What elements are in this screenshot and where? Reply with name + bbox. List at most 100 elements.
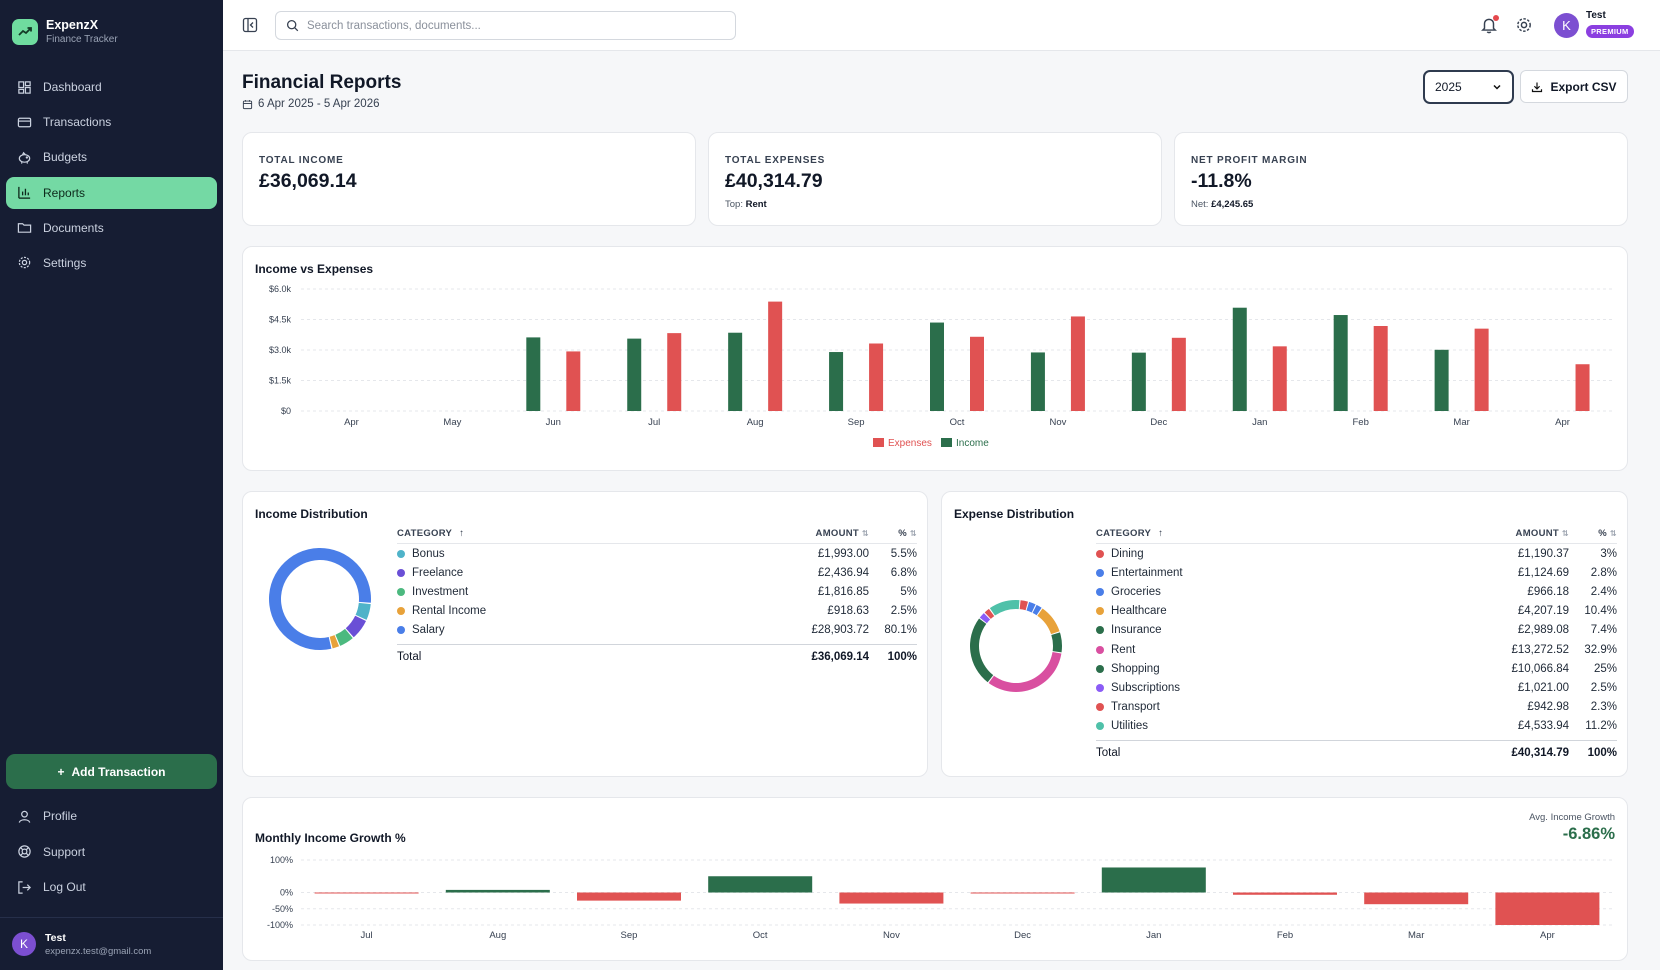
sidebar-item-settings[interactable]: Settings	[6, 247, 217, 279]
sidebar-toggle-icon[interactable]	[242, 17, 258, 33]
sidebar-item-reports[interactable]: Reports	[6, 176, 217, 209]
color-dot	[1096, 722, 1104, 731]
sidebar-user[interactable]: K Test expenzx.test@gmail.com	[0, 917, 223, 970]
expense-bar[interactable]	[869, 343, 884, 411]
sidebar-item-support[interactable]: Support	[6, 836, 217, 868]
income-bar[interactable]	[728, 332, 743, 411]
growth-bar[interactable]	[708, 876, 813, 893]
growth-bar[interactable]	[839, 892, 944, 904]
percent-cell: 6.8%	[890, 566, 917, 579]
donut-slice[interactable]	[335, 628, 353, 646]
column-percent[interactable]: % ⇅	[1598, 528, 1617, 539]
export-csv-button[interactable]: Export CSV	[1520, 70, 1628, 103]
donut-slice[interactable]	[345, 615, 367, 638]
income-bar[interactable]	[829, 352, 844, 411]
table-row[interactable]: Insurance £2,989.08 7.4%	[1096, 621, 1617, 640]
search-input[interactable]	[307, 19, 727, 32]
table-total-row: Total £40,314.79 100%	[1096, 739, 1617, 766]
bell-icon[interactable]	[1480, 16, 1498, 34]
donut-slice[interactable]	[1032, 604, 1042, 616]
add-transaction-button[interactable]: + Add Transaction	[6, 754, 217, 789]
income-bar[interactable]	[1232, 307, 1247, 411]
income-bar[interactable]	[1333, 315, 1348, 411]
table-row[interactable]: Shopping £10,066.84 25%	[1096, 659, 1617, 678]
table-row[interactable]: Dining £1,190.37 3%	[1096, 544, 1617, 563]
table-row[interactable]: Bonus £1,993.00 5.5%	[397, 544, 917, 563]
sidebar-item-dashboard[interactable]: Dashboard	[6, 71, 217, 103]
legend-label-income[interactable]: Income	[956, 438, 989, 449]
growth-bar[interactable]	[1101, 867, 1206, 893]
sidebar-item-documents[interactable]: Documents	[6, 212, 217, 244]
column-amount[interactable]: AMOUNT ⇅	[815, 528, 869, 539]
column-percent[interactable]: % ⇅	[898, 528, 917, 539]
expense-bar[interactable]	[566, 351, 581, 411]
table-row[interactable]: Utilities £4,533.94 11.2%	[1096, 717, 1617, 736]
table-row[interactable]: Transport £942.98 2.3%	[1096, 698, 1617, 717]
donut-slice[interactable]	[970, 618, 994, 683]
dashboard-icon	[18, 80, 31, 94]
expense-bar[interactable]	[1171, 337, 1186, 411]
sidebar-item-transactions[interactable]: Transactions	[6, 106, 217, 138]
sidebar-item-logout[interactable]: Log Out	[6, 871, 217, 903]
column-category[interactable]: CATEGORY ↑	[397, 528, 465, 539]
settings-gear-icon[interactable]	[1515, 16, 1533, 34]
table-row[interactable]: Rent £13,272.52 32.9%	[1096, 640, 1617, 659]
table-row[interactable]: Entertainment £1,124.69 2.8%	[1096, 563, 1617, 582]
color-dot	[397, 587, 405, 596]
x-tick-label: Feb	[1353, 417, 1369, 428]
total-amount: £40,314.79	[1511, 747, 1569, 760]
column-category[interactable]: CATEGORY ↑	[1096, 528, 1164, 539]
sidebar-item-profile[interactable]: Profile	[6, 800, 217, 832]
expense-bar[interactable]	[1575, 364, 1590, 411]
income-bar[interactable]	[526, 337, 541, 411]
stat-label: TOTAL EXPENSES	[725, 155, 826, 166]
legend-label-expenses[interactable]: Expenses	[888, 438, 932, 449]
growth-bar[interactable]	[970, 892, 1075, 894]
table-row[interactable]: Healthcare £4,207.19 10.4%	[1096, 602, 1617, 621]
growth-bar[interactable]	[1364, 892, 1469, 905]
income-bar[interactable]	[1131, 352, 1146, 411]
donut-slice[interactable]	[989, 600, 1020, 616]
donut-slice[interactable]	[355, 602, 371, 620]
table-row[interactable]: Subscriptions £1,021.00 2.5%	[1096, 678, 1617, 697]
year-select[interactable]: 2025	[1423, 70, 1514, 104]
donut-slice[interactable]	[329, 635, 340, 649]
expense-bar[interactable]	[1474, 328, 1489, 411]
expense-bar[interactable]	[768, 301, 783, 411]
donut-slice[interactable]	[1019, 600, 1028, 611]
growth-bar[interactable]	[445, 889, 550, 893]
growth-bar[interactable]	[1233, 892, 1337, 895]
expense-bar[interactable]	[970, 336, 984, 411]
donut-slice[interactable]	[1051, 632, 1062, 653]
column-amount[interactable]: AMOUNT ⇅	[1515, 528, 1569, 539]
top-user[interactable]: Test PREMIUM	[1586, 10, 1634, 39]
brand-subtitle: Finance Tracker	[46, 34, 118, 45]
donut-slice[interactable]	[1037, 608, 1060, 635]
donut-slice[interactable]	[979, 613, 991, 624]
income-bar[interactable]	[930, 322, 944, 411]
growth-bar[interactable]	[314, 892, 419, 894]
donut-slice[interactable]	[984, 608, 995, 619]
table-row[interactable]: Salary £28,903.72 80.1%	[397, 621, 917, 640]
table-row[interactable]: Investment £1,816.85 5%	[397, 582, 917, 601]
income-distribution-title: Income Distribution	[255, 507, 368, 521]
table-row[interactable]: Freelance £2,436.94 6.8%	[397, 563, 917, 582]
expense-bar[interactable]	[1373, 326, 1388, 411]
income-bar[interactable]	[1030, 352, 1045, 411]
sidebar: ExpenzX Finance Tracker Dashboard Transa…	[0, 0, 223, 970]
income-bar[interactable]	[1434, 349, 1449, 411]
growth-bar[interactable]	[1495, 892, 1600, 926]
donut-slice[interactable]	[988, 652, 1062, 692]
expense-bar[interactable]	[1070, 316, 1085, 411]
expense-bar[interactable]	[1272, 346, 1287, 411]
table-row[interactable]: Rental Income £918.63 2.5%	[397, 602, 917, 621]
donut-slice[interactable]	[1026, 601, 1036, 613]
avatar[interactable]: K	[1554, 13, 1579, 38]
expense-bar[interactable]	[667, 333, 682, 411]
lifebuoy-icon	[18, 845, 31, 858]
brand[interactable]: ExpenzX Finance Tracker	[12, 18, 118, 45]
income-bar[interactable]	[627, 338, 642, 411]
table-row[interactable]: Groceries £966.18 2.4%	[1096, 582, 1617, 601]
growth-bar[interactable]	[577, 892, 681, 901]
sidebar-item-budgets[interactable]: Budgets	[6, 141, 217, 173]
